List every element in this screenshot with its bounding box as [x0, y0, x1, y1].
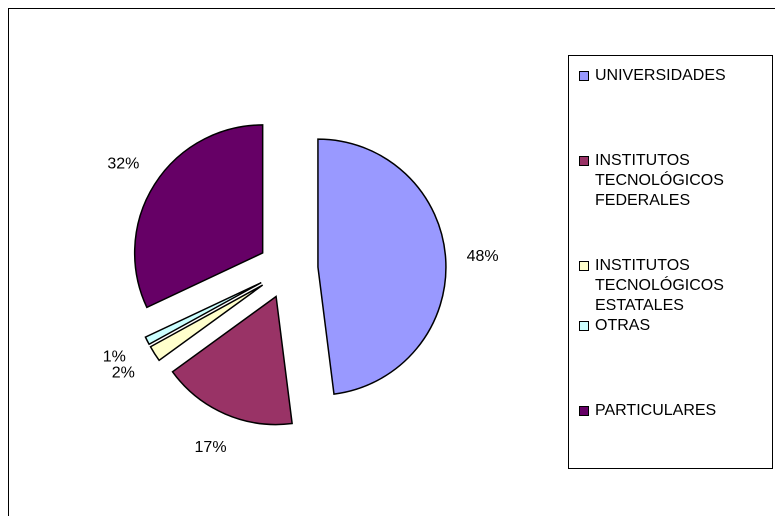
pie-slice	[171, 295, 293, 426]
legend-swatch	[579, 156, 589, 166]
chart-border	[8, 8, 775, 516]
data-label: 17%	[195, 439, 227, 456]
pie-slice	[149, 284, 264, 362]
data-label: 32%	[107, 156, 139, 173]
pie-slice	[317, 138, 447, 395]
legend-label: PARTICULARES	[595, 402, 717, 419]
legend-swatch	[579, 321, 589, 331]
legend-item: INSTITUTOS TECNOLÓGICOS FEDERALES	[579, 151, 775, 211]
legend-item: INSTITUTOS TECNOLÓGICOS ESTATALES	[579, 256, 775, 316]
legend-swatch	[579, 71, 589, 81]
legend-label: UNIVERSIDADES	[595, 67, 726, 84]
data-label: 1%	[103, 349, 126, 366]
data-label: 48%	[467, 248, 499, 265]
legend-label: INSTITUTOS TECNOLÓGICOS FEDERALES	[595, 152, 724, 209]
legend-label: OTRAS	[595, 317, 651, 334]
legend-label: INSTITUTOS TECNOLÓGICOS ESTATALES	[595, 257, 724, 314]
legend-item: PARTICULARES	[579, 401, 775, 421]
data-label: 2%	[112, 365, 135, 382]
legend-swatch	[579, 261, 589, 271]
pie-slice	[144, 281, 262, 346]
legend: UNIVERSIDADES INSTITUTOS TECNOLÓGICOS FED…	[568, 55, 773, 469]
legend-swatch	[579, 406, 589, 416]
legend-item: UNIVERSIDADES	[579, 66, 775, 86]
legend-item: OTRAS	[579, 316, 775, 336]
pie-slice	[133, 124, 264, 309]
